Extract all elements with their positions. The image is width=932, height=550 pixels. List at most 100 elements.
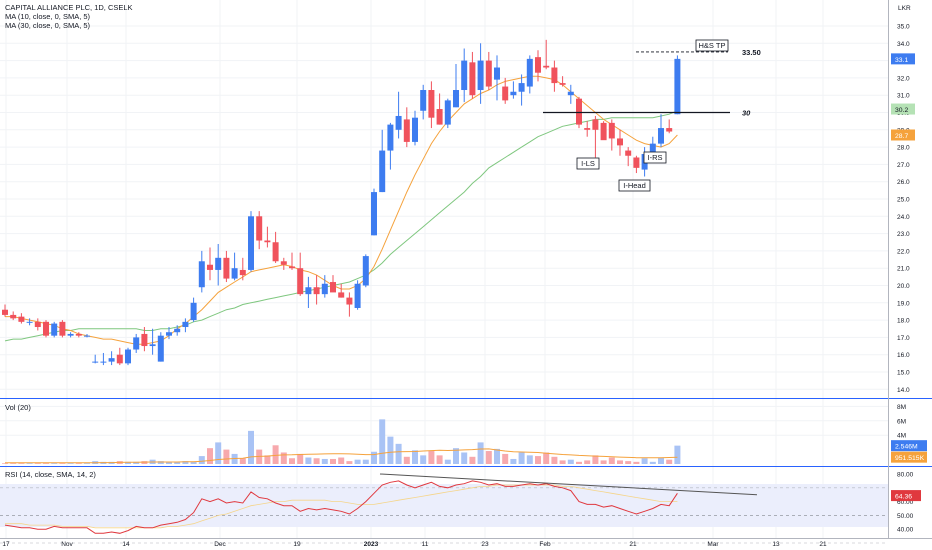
candle-body xyxy=(313,287,320,295)
candle-body xyxy=(502,86,509,101)
price-tick-label: 20.0 xyxy=(897,283,910,290)
time-tick-label: 21 xyxy=(819,541,827,548)
volume-bar xyxy=(617,460,623,464)
volume-bar xyxy=(592,455,599,464)
candle xyxy=(223,250,230,283)
candle-body xyxy=(494,67,500,80)
volume-bar xyxy=(190,461,197,464)
volume-legend: Vol (20) xyxy=(5,403,31,412)
head-box xyxy=(618,179,651,192)
volume-bar xyxy=(485,451,492,464)
candle-body xyxy=(215,257,222,270)
candle xyxy=(567,84,574,104)
candle-body xyxy=(510,91,517,96)
volume-bar xyxy=(502,453,509,464)
time-tick-label: 14 xyxy=(122,541,130,548)
candle xyxy=(26,318,33,326)
volume-bar xyxy=(567,459,574,464)
volume-bar xyxy=(289,458,295,464)
candle xyxy=(43,320,49,338)
candle xyxy=(485,51,492,91)
time-tick-label: Nov xyxy=(61,541,73,548)
volume-bar xyxy=(362,459,369,464)
candle-body xyxy=(125,349,131,364)
volume-bar xyxy=(182,461,189,464)
candle xyxy=(231,252,238,281)
time-tick-label: 13 xyxy=(772,541,780,548)
candle-body xyxy=(207,264,213,270)
volume-bar xyxy=(608,457,615,464)
price-tick-label: 31.0 xyxy=(897,93,910,100)
candle-body xyxy=(248,216,254,270)
rsi-divergence-line xyxy=(379,473,758,496)
volume-bars xyxy=(2,419,681,464)
candle xyxy=(59,320,66,338)
candle xyxy=(207,247,213,281)
candle-body xyxy=(518,83,525,92)
candle xyxy=(666,119,673,134)
candle-body xyxy=(108,358,115,362)
candle-body xyxy=(453,90,459,108)
volume-bar xyxy=(494,448,500,464)
candle-body xyxy=(330,282,336,293)
candle-body xyxy=(535,57,541,73)
price-tick-label: 25.0 xyxy=(897,197,910,204)
candle xyxy=(510,81,517,99)
candle xyxy=(428,81,435,129)
chart-title: CAPITAL ALLIANCE PLC, 1D, CSELK xyxy=(5,3,133,12)
candle-body xyxy=(485,60,492,87)
time-tick-label: 2023 xyxy=(364,541,379,548)
volume-bar xyxy=(387,436,394,464)
candle xyxy=(215,243,222,286)
candle-body xyxy=(608,122,615,139)
volume-bar xyxy=(10,463,17,464)
candle xyxy=(116,347,123,366)
candle xyxy=(502,77,509,104)
rsi-lines xyxy=(4,480,678,534)
candle xyxy=(92,354,99,364)
volume-ma-tag: 951.515K xyxy=(895,455,925,462)
candle-body xyxy=(395,115,402,130)
rsi-tag-bg xyxy=(891,490,921,502)
candle-body xyxy=(461,60,468,91)
candle-body xyxy=(10,314,17,319)
volume-bar xyxy=(584,460,591,464)
candle-body xyxy=(666,128,673,132)
candle-body xyxy=(633,157,640,168)
volume-bar xyxy=(157,461,164,464)
volume-tag: 2.546M xyxy=(895,444,918,451)
volume-bar xyxy=(313,458,320,464)
volume-bar xyxy=(215,442,222,464)
volume-bar xyxy=(174,461,181,464)
candle-body xyxy=(387,124,394,151)
hs-target-label: H&S TP xyxy=(699,41,726,50)
candle-body xyxy=(346,297,353,305)
volume-bar xyxy=(34,463,41,464)
volume-bar xyxy=(264,455,271,464)
candle xyxy=(617,129,623,156)
candle-body xyxy=(116,354,123,364)
rsi-sma-line xyxy=(5,484,678,529)
candle xyxy=(526,55,533,94)
candle-body xyxy=(567,91,574,96)
candle-body xyxy=(239,269,246,276)
candle xyxy=(313,275,320,305)
candle xyxy=(248,211,254,272)
volume-bar xyxy=(239,458,246,464)
candle-body xyxy=(157,335,164,362)
candle xyxy=(174,325,181,336)
price-tick-label: 35.0 xyxy=(897,24,910,31)
candle-body xyxy=(43,321,49,336)
candle-body xyxy=(592,119,599,130)
candle xyxy=(453,64,459,108)
candle-body xyxy=(428,90,435,118)
rsi-tick-label: 80.00 xyxy=(897,472,914,479)
neckline-value-label: 30 xyxy=(742,109,751,118)
candle-body xyxy=(141,333,148,347)
candle xyxy=(535,50,541,82)
volume-bar xyxy=(43,463,49,464)
candle xyxy=(461,48,468,103)
candle-body xyxy=(625,150,632,156)
candle xyxy=(559,76,566,87)
